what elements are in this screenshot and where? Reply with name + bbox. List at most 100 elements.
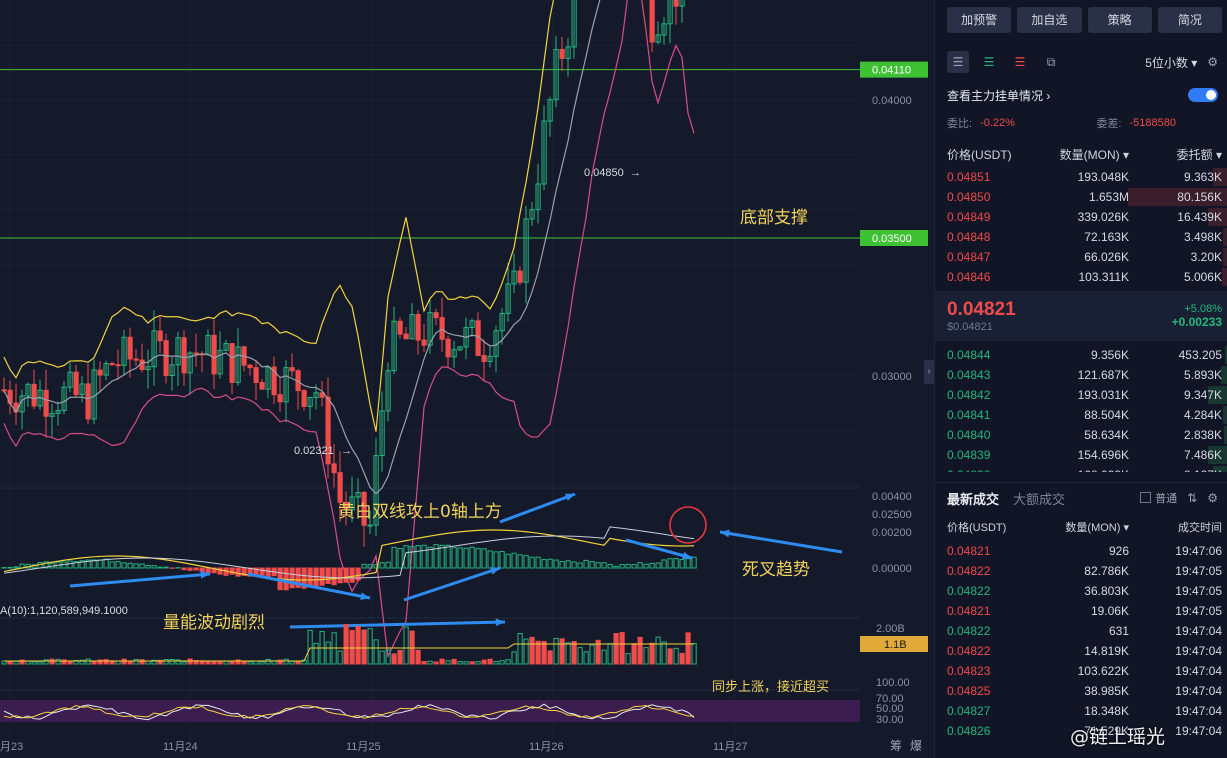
candle-body [97,369,103,376]
trade-settings-icon[interactable]: ⚙ [1207,491,1218,505]
candle-body [451,349,457,358]
trade-row[interactable]: 0.04823 103.622K 19:47:04 [935,661,1227,681]
bid-row[interactable]: 0.04838168.023K8.127K [935,465,1227,472]
tab-large-trades[interactable]: 大额成交 [1013,491,1066,507]
add-alert-button[interactable]: 加预警 [947,7,1012,33]
trade-time: 19:47:04 [1175,624,1222,638]
trade-row[interactable]: 0.04825 38.985K 19:47:04 [935,681,1227,701]
rsi-tick: 30.00 [876,714,904,726]
trade-time: 19:47:04 [1175,644,1222,658]
trade-qty: 14.819K [1084,644,1129,658]
trade-row[interactable]: 0.04822 36.803K 19:47:05 [935,581,1227,601]
macd-histogram-bar [637,562,643,569]
bid-price: 0.04840 [947,428,991,442]
orderbook-asks-icon[interactable]: ☰ [1014,55,1026,69]
volume-bar [469,661,475,665]
macd-histogram-bar [685,558,691,569]
ask-row[interactable]: 0.04846 103.311K 5.006K [935,267,1227,287]
settings-icon[interactable]: ⚙ [1207,55,1218,69]
ask-row[interactable]: 0.04847 66.026K 3.20K [935,247,1227,267]
depth-bar [1128,188,1227,206]
candle-body [517,270,523,283]
candle-body [553,48,559,101]
trade-row[interactable]: 0.04827 18.348K 19:47:04 [935,701,1227,721]
kline-chart[interactable]: 0.060000.040000.030000.02500高压力位反弹压力第一支撑… [0,0,930,758]
candle-body [379,410,385,457]
candle-body [433,312,439,319]
volume-bar [367,628,373,665]
depth-bar [1225,346,1227,364]
ask-row[interactable]: 0.04849 339.026K 16.439K [935,207,1227,227]
panel-collapse-handle[interactable]: › [924,360,934,384]
candle-body [181,337,187,374]
ask-row[interactable]: 0.04850 1.653M 80.156K [935,187,1227,207]
candle-body [397,320,403,335]
macd-histogram-bar [67,560,73,569]
trade-time: 19:47:04 [1175,664,1222,678]
volume-bar [625,653,631,665]
volume-bar [19,659,25,665]
chip-distribution-icon: 筹 [890,739,902,753]
decimal-select[interactable]: 5位小数 ▾ [1145,55,1198,70]
volume-bar [481,659,487,665]
macd-histogram-bar [97,559,103,569]
add-watchlist-button[interactable]: 加自选 [1017,7,1082,33]
orderbook-qty-header[interactable]: 数量(MON) ▾ [1059,147,1129,162]
main-order-toggle[interactable] [1188,88,1218,102]
trade-row[interactable]: 0.04822 82.786K 19:47:05 [935,561,1227,581]
bid-row[interactable]: 0.04841 88.504K 4.284K [935,405,1227,425]
trade-row[interactable]: 0.04826 71.529K 19:47:04 [935,721,1227,737]
main-order-row[interactable]: 查看主力挂单情况 › [935,83,1227,107]
trade-row[interactable]: 0.04821 926 19:47:06 [935,541,1227,561]
candle-body [505,283,511,314]
bid-row[interactable]: 0.04840 58.634K 2.838K [935,425,1227,445]
bid-total: 453.205 [1178,348,1222,362]
ask-row[interactable]: 0.04848 72.163K 3.498K [935,227,1227,247]
bid-row[interactable]: 0.04839 154.696K 7.486K [935,445,1227,465]
volume-bar [673,647,679,665]
bid-row[interactable]: 0.04843 121.687K 5.893K [935,365,1227,385]
trade-filter-icon[interactable]: ⇅ [1187,491,1198,505]
arrow-icon-head [682,551,692,560]
candle-body [661,23,667,36]
bollinger-upper-line [3,0,555,432]
volume-bar [7,661,13,665]
trade-row[interactable]: 0.04822 631 19:47:04 [935,621,1227,641]
orderbook-bids-icon[interactable]: ☰ [983,55,995,69]
bid-price: 0.04844 [947,348,991,362]
volume-bar [457,661,463,665]
macd-histogram-bar [577,562,583,569]
orderbook-both-icon[interactable]: ☰ [947,51,969,73]
normal-checkbox[interactable]: 普通 [1140,490,1177,506]
orderbook-total-header[interactable]: 委托额 ▾ [1176,147,1222,162]
arrow-icon [403,566,501,602]
macd-histogram-bar [379,562,385,569]
candle-body [103,363,109,376]
macd-histogram-bar [361,563,367,569]
ask-qty: 339.026K [1077,210,1129,224]
tab-latest-trades[interactable]: 最新成交 [947,491,1000,507]
bollinger-mid-line [3,0,601,495]
volume-bar [655,636,661,665]
trades-qty-header[interactable]: 数量(MON) ▾ [1065,522,1129,534]
bid-qty: 168.023K [1029,468,1129,472]
trade-qty: 18.348K [1084,704,1129,718]
price-change-percent: +5.08% [1184,303,1222,315]
bid-row[interactable]: 0.04844 9.356K 453.205 [935,345,1227,365]
ask-price: 0.04849 [947,210,991,224]
bid-row[interactable]: 0.04842 193.031K 9.347K [935,385,1227,405]
kline-chart-canvas[interactable]: 0.060000.040000.030000.02500高压力位反弹压力第一支撑… [0,0,930,758]
macd-histogram-bar [631,564,637,569]
time-label: 月23 [0,741,23,753]
bid-qty: 9.356K [1090,348,1129,362]
candle-body [481,355,487,362]
ask-row[interactable]: 0.04851 193.048K 9.363K [935,167,1227,187]
volume-ma-label: A(10):1,120,589,949.1000 [0,605,128,617]
candle-body [337,472,343,503]
volume-bar [397,649,403,665]
trade-row[interactable]: 0.04822 14.819K 19:47:04 [935,641,1227,661]
strategy-button[interactable]: 策略 [1087,7,1152,33]
popout-icon[interactable]: ⧉ [1046,55,1056,69]
trade-row[interactable]: 0.04821 19.06K 19:47:05 [935,601,1227,621]
overview-button[interactable]: 简况 [1157,7,1222,33]
